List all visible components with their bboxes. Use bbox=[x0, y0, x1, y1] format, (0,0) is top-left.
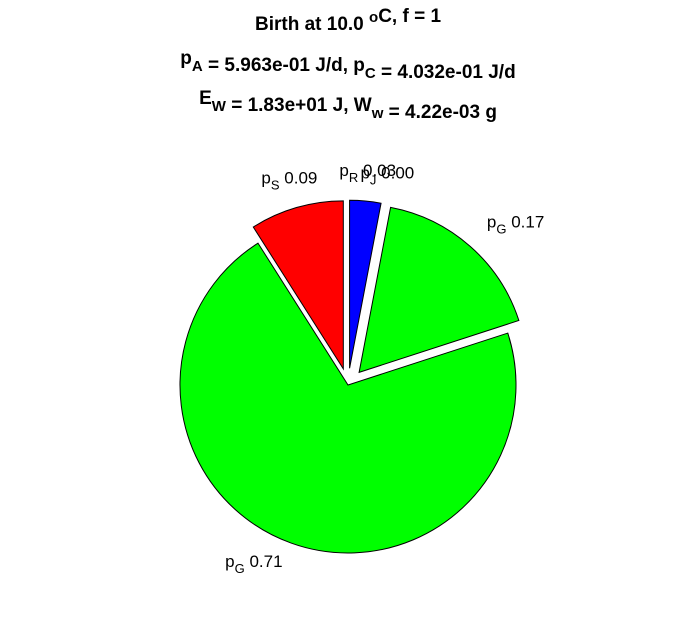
label-name: p bbox=[487, 212, 496, 231]
pie-slice bbox=[358, 206, 520, 374]
pie-slice bbox=[179, 242, 517, 554]
title-segment: p bbox=[180, 48, 192, 69]
chart-title: pA = 5.963e-01 J/d, pC = 4.032e-01 J/d bbox=[180, 48, 515, 83]
title-segment: w bbox=[371, 105, 384, 122]
title-segment: C bbox=[365, 65, 376, 82]
label-sub: G bbox=[235, 561, 245, 576]
pie-slice bbox=[349, 199, 382, 369]
slice-label: pG 0.17 bbox=[487, 212, 544, 236]
title-segment: C, f = 1 bbox=[378, 6, 441, 27]
label-name: p bbox=[360, 164, 369, 183]
title-segment: A bbox=[192, 58, 203, 75]
slice-label: pS 0.09 bbox=[261, 168, 317, 192]
title-segment: = 4.22e-03 g bbox=[383, 102, 497, 123]
slice-label: pR 0.03 bbox=[339, 161, 396, 185]
label-value: 0.17 bbox=[511, 212, 544, 231]
label-value: 0.09 bbox=[284, 168, 317, 187]
chart-title: Birth at 10.0 oC, f = 1 bbox=[255, 6, 441, 35]
label-name: p bbox=[339, 161, 348, 180]
label-name: p bbox=[261, 168, 270, 187]
title-segment: Birth at 10.0 bbox=[255, 14, 369, 35]
title-segment: o bbox=[369, 9, 378, 26]
label-name: p bbox=[225, 552, 234, 571]
title-segment: = 4.032e-01 J/d bbox=[376, 62, 516, 83]
slice-label: pG 0.71 bbox=[225, 552, 282, 576]
pie-slice bbox=[252, 200, 344, 371]
title-segment: W bbox=[212, 98, 227, 115]
chart-title: EW = 1.83e+01 J, Ww = 4.22e-03 g bbox=[199, 88, 497, 123]
label-value: 0.00 bbox=[381, 164, 414, 183]
label-value: 0.03 bbox=[363, 161, 396, 180]
title-segment: = 5.963e-01 J/d, p bbox=[203, 55, 365, 76]
title-segment: = 1.83e+01 J, W bbox=[226, 95, 372, 116]
label-sub: G bbox=[496, 221, 506, 236]
title-segment: E bbox=[199, 88, 212, 109]
label-sub: J bbox=[370, 173, 377, 188]
label-sub: R bbox=[349, 170, 358, 185]
label-value: 0.71 bbox=[249, 552, 282, 571]
label-sub: S bbox=[271, 177, 280, 192]
slice-label: pJ 0.00 bbox=[360, 164, 414, 188]
